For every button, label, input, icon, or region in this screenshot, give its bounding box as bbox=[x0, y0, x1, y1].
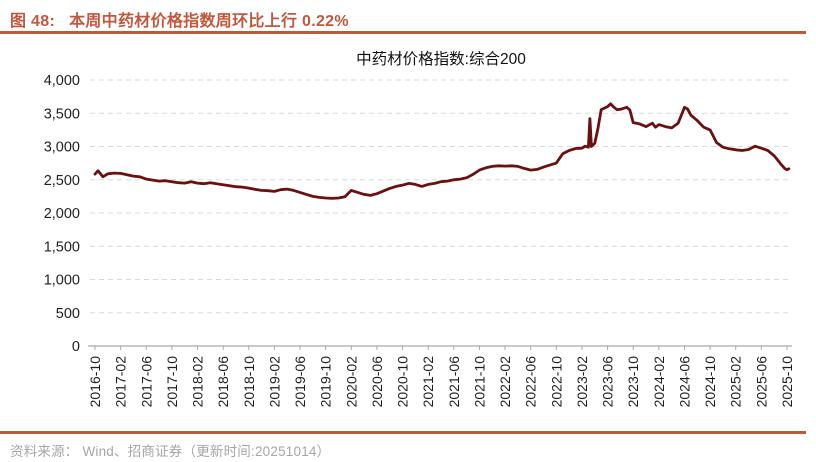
y-axis-label: 1,000 bbox=[44, 273, 80, 289]
x-axis-label: 2016-10 bbox=[87, 356, 103, 408]
y-axis-label: 2,500 bbox=[44, 173, 80, 189]
figure-number: 图 48: bbox=[10, 13, 56, 30]
y-axis-label: 0 bbox=[72, 339, 80, 355]
x-axis-label: 2021-06 bbox=[446, 356, 462, 408]
y-axis-label: 1,500 bbox=[44, 239, 80, 255]
x-axis-label: 2019-06 bbox=[292, 356, 308, 408]
x-axis-label: 2024-06 bbox=[676, 356, 692, 408]
header-divider bbox=[0, 31, 806, 34]
x-axis-label: 2023-02 bbox=[574, 356, 590, 408]
x-axis-label: 2017-02 bbox=[113, 356, 129, 408]
y-axis-label: 3,000 bbox=[44, 140, 80, 156]
y-axis-label: 3,500 bbox=[44, 106, 80, 122]
x-axis-label: 2018-02 bbox=[190, 356, 206, 408]
x-axis-label: 2025-02 bbox=[728, 356, 744, 408]
x-axis-label: 2020-06 bbox=[369, 356, 385, 408]
y-axis-label: 2,000 bbox=[44, 206, 80, 222]
y-axis-label: 500 bbox=[56, 306, 80, 322]
x-axis-label: 2021-02 bbox=[420, 356, 436, 408]
price-index-chart: 中药材价格指数:综合200 0 500 1,000 1,500 2,000 2,500 3,0… bbox=[0, 38, 816, 432]
footer-divider bbox=[0, 431, 806, 434]
series-line bbox=[93, 102, 791, 200]
x-axis-label: 2022-10 bbox=[548, 356, 564, 408]
x-axis-label: 2019-10 bbox=[318, 356, 334, 408]
x-axis-label: 2022-02 bbox=[497, 356, 513, 408]
x-axis-label: 2025-10 bbox=[779, 356, 795, 408]
chart-title: 中药材价格指数:综合200 bbox=[356, 50, 526, 68]
x-axis-label: 2017-06 bbox=[138, 356, 154, 408]
x-axis-label: 2022-06 bbox=[523, 356, 539, 408]
x-axis-label: 2023-06 bbox=[600, 356, 616, 408]
figure-title: 本周中药材价格指数周环比上行 0.22% bbox=[69, 13, 349, 30]
x-axis-label: 2024-02 bbox=[651, 356, 667, 408]
x-axis-label: 2018-06 bbox=[215, 356, 231, 408]
figure-header: 图 48: 本周中药材价格指数周环比上行 0.22% bbox=[10, 7, 806, 31]
chart-canvas: 中药材价格指数:综合200 0 500 1,000 1,500 2,000 2,500 3,0… bbox=[44, 50, 795, 408]
x-axis-label: 2024-10 bbox=[702, 356, 718, 408]
x-axis-label: 2017-10 bbox=[164, 356, 180, 408]
x-axis-label: 2020-02 bbox=[343, 356, 359, 408]
x-axis-label: 2019-02 bbox=[266, 356, 282, 408]
x-axis-label: 2021-10 bbox=[471, 356, 487, 408]
x-axis-label: 2025-06 bbox=[753, 356, 769, 408]
source-note: 资料来源： Wind、招商证券（更新时间:20251014） bbox=[10, 444, 331, 459]
x-axis-label: 2018-10 bbox=[241, 356, 257, 408]
y-axis-label: 4,000 bbox=[44, 73, 80, 89]
x-axis-label: 2020-10 bbox=[395, 356, 411, 408]
x-axis-label: 2023-10 bbox=[625, 356, 641, 408]
